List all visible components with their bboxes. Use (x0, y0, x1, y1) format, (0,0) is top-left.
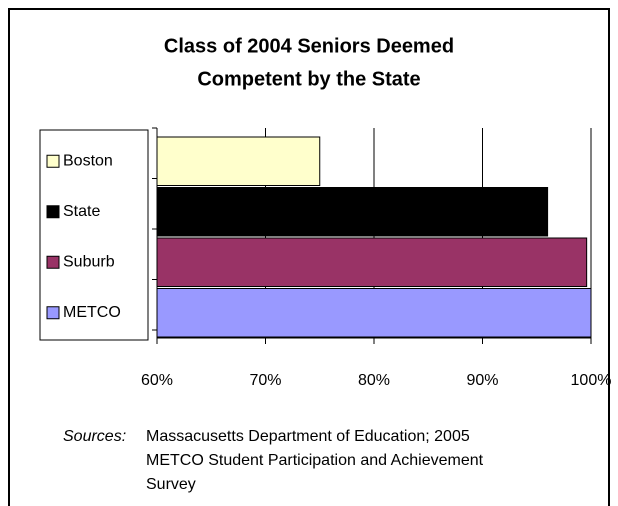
x-tick-label: 70% (249, 372, 281, 389)
source-text: METCO Student Participation and Achievem… (146, 452, 484, 469)
chart-border (8, 8, 610, 506)
chart-title: Class of 2004 Seniors Deemed (164, 35, 454, 57)
source-label: Sources: (63, 428, 126, 445)
legend-label: Boston (63, 152, 113, 169)
legend-swatch (46, 205, 60, 219)
legend-label: State (63, 203, 100, 220)
x-tick-label: 80% (358, 372, 390, 389)
legend-label: METCO (63, 304, 121, 321)
bar (156, 288, 592, 338)
x-tick-label: 90% (466, 372, 498, 389)
source-text: Survey (146, 476, 196, 493)
legend-label: Suburb (63, 253, 115, 270)
source-text: Massacusetts Department of Education; 20… (146, 428, 470, 445)
x-tick-label: 60% (141, 372, 173, 389)
bar (156, 136, 321, 186)
legend-swatch (46, 154, 60, 168)
legend-swatch (46, 255, 60, 269)
bar (156, 187, 549, 237)
chart-title: Competent by the State (197, 68, 420, 90)
legend-swatch (46, 306, 60, 320)
bar (156, 237, 588, 287)
x-tick-label: 100% (571, 372, 612, 389)
